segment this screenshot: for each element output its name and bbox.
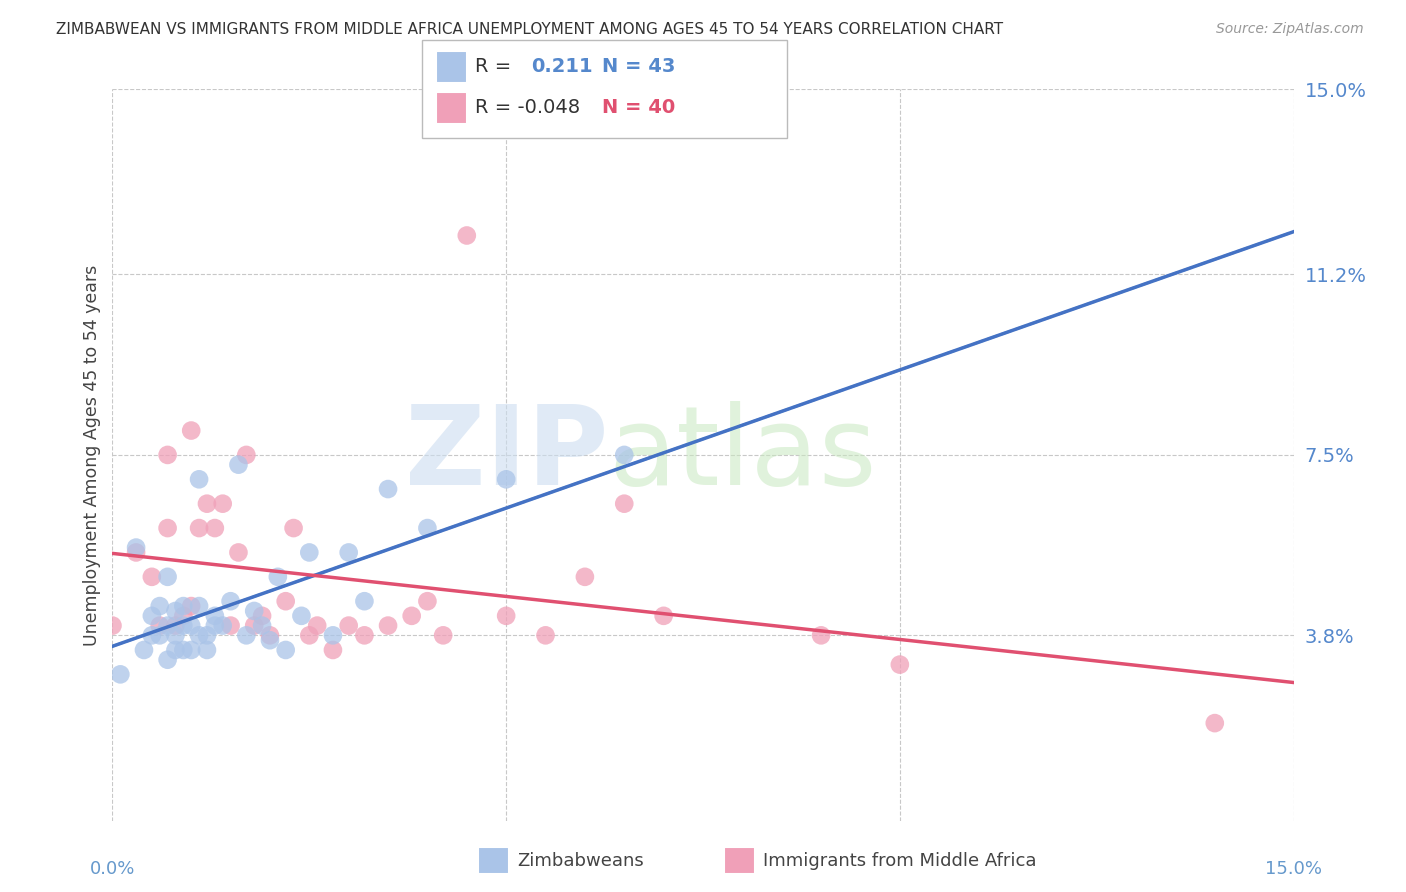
Text: atlas: atlas	[609, 401, 877, 508]
Point	[101, 618, 124, 632]
Point	[432, 628, 454, 642]
Point	[125, 545, 148, 559]
Point	[165, 618, 187, 632]
Point	[172, 643, 194, 657]
Point	[337, 618, 360, 632]
Point	[165, 628, 187, 642]
Point	[219, 618, 242, 632]
Text: Zimbabweans: Zimbabweans	[517, 852, 644, 870]
Point	[574, 570, 596, 584]
Point	[416, 594, 439, 608]
Point	[180, 599, 202, 613]
Point	[652, 608, 675, 623]
Text: ZIP: ZIP	[405, 401, 609, 508]
Point	[416, 521, 439, 535]
Text: 0.0%: 0.0%	[90, 860, 135, 878]
Point	[259, 633, 281, 648]
Point	[353, 628, 375, 642]
Point	[235, 628, 257, 642]
Point	[250, 618, 273, 632]
Point	[353, 594, 375, 608]
Point	[165, 643, 187, 657]
Point	[211, 497, 233, 511]
Point	[235, 448, 257, 462]
Point	[156, 618, 179, 632]
Point	[613, 497, 636, 511]
Point	[322, 643, 344, 657]
Point	[322, 628, 344, 642]
Point	[267, 570, 290, 584]
Point	[298, 545, 321, 559]
Text: ZIMBABWEAN VS IMMIGRANTS FROM MIDDLE AFRICA UNEMPLOYMENT AMONG AGES 45 TO 54 YEA: ZIMBABWEAN VS IMMIGRANTS FROM MIDDLE AFR…	[56, 22, 1004, 37]
Point	[495, 608, 517, 623]
Point	[204, 521, 226, 535]
Text: 15.0%: 15.0%	[1265, 860, 1322, 878]
Point	[810, 628, 832, 642]
Point	[149, 599, 172, 613]
Point	[141, 608, 163, 623]
Point	[156, 570, 179, 584]
Y-axis label: Unemployment Among Ages 45 to 54 years: Unemployment Among Ages 45 to 54 years	[83, 264, 101, 646]
Point	[219, 594, 242, 608]
Point	[180, 618, 202, 632]
Point	[456, 228, 478, 243]
Point	[211, 618, 233, 632]
Point	[243, 618, 266, 632]
Point	[165, 604, 187, 618]
Point	[204, 608, 226, 623]
Point	[307, 618, 329, 632]
Point	[250, 608, 273, 623]
Point	[243, 604, 266, 618]
Text: Immigrants from Middle Africa: Immigrants from Middle Africa	[763, 852, 1038, 870]
Point	[110, 667, 132, 681]
Point	[156, 653, 179, 667]
Point	[149, 618, 172, 632]
Point	[889, 657, 911, 672]
Point	[228, 545, 250, 559]
Point	[377, 482, 399, 496]
Point	[401, 608, 423, 623]
Text: 0.211: 0.211	[531, 57, 593, 77]
Text: R = -0.048: R = -0.048	[475, 98, 581, 118]
Point	[290, 608, 312, 623]
Point	[188, 599, 211, 613]
Point	[132, 643, 155, 657]
Point	[172, 618, 194, 632]
Point	[228, 458, 250, 472]
Text: Source: ZipAtlas.com: Source: ZipAtlas.com	[1216, 22, 1364, 37]
Point	[141, 570, 163, 584]
Point	[1204, 716, 1226, 731]
Point	[495, 472, 517, 486]
Point	[283, 521, 305, 535]
Point	[195, 497, 218, 511]
Point	[172, 608, 194, 623]
Point	[188, 521, 211, 535]
Point	[377, 618, 399, 632]
Point	[204, 618, 226, 632]
Point	[149, 628, 172, 642]
Point	[156, 521, 179, 535]
Point	[298, 628, 321, 642]
Point	[180, 424, 202, 438]
Text: N = 43: N = 43	[602, 57, 675, 77]
Point	[274, 643, 297, 657]
Point	[613, 448, 636, 462]
Point	[274, 594, 297, 608]
Text: R =: R =	[475, 57, 512, 77]
Point	[172, 599, 194, 613]
Point	[195, 643, 218, 657]
Point	[156, 448, 179, 462]
Point	[534, 628, 557, 642]
Text: N = 40: N = 40	[602, 98, 675, 118]
Point	[141, 628, 163, 642]
Point	[180, 643, 202, 657]
Point	[125, 541, 148, 555]
Point	[195, 628, 218, 642]
Point	[337, 545, 360, 559]
Point	[188, 472, 211, 486]
Point	[259, 628, 281, 642]
Point	[188, 628, 211, 642]
